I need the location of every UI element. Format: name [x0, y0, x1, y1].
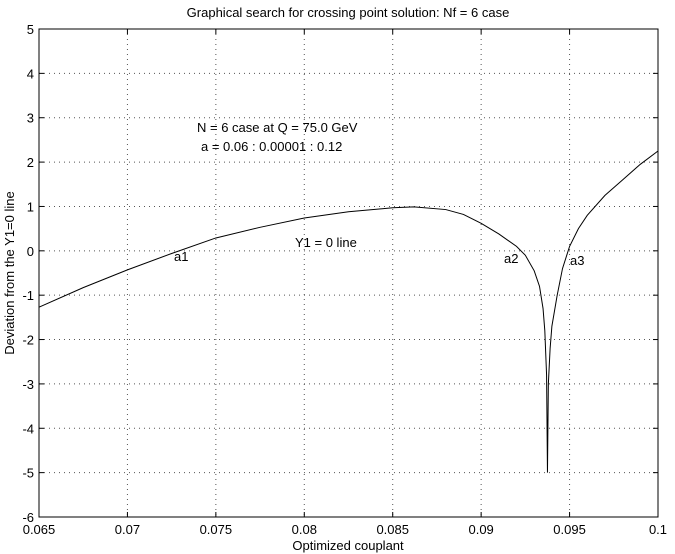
annotation: N = 6 case at Q = 75.0 GeV	[197, 120, 358, 135]
y-tick-label: 1	[27, 199, 34, 214]
y-tick-label: -4	[22, 421, 34, 436]
y-tick-label: 5	[27, 22, 34, 37]
annotation: a = 0.06 : 0.00001 : 0.12	[201, 139, 342, 154]
x-axis-label: Optimized couplant	[292, 538, 404, 553]
x-tick-label: 0.065	[23, 522, 56, 537]
x-tick-label: 0.08	[292, 522, 317, 537]
y-tick-label: -2	[22, 333, 34, 348]
x-tick-label: 0.1	[649, 522, 667, 537]
x-tick-label: 0.07	[115, 522, 140, 537]
data-line	[38, 150, 659, 473]
y-tick-label: -1	[22, 288, 34, 303]
y-tick-label: 0	[27, 244, 34, 259]
annotation: a3	[570, 253, 584, 268]
y-tick-label: 3	[27, 111, 34, 126]
annotation: Y1 = 0 line	[295, 235, 357, 250]
x-tick-label: 0.095	[553, 522, 586, 537]
y-tick-label: 2	[27, 155, 34, 170]
y-tick-label: -5	[22, 466, 34, 481]
x-tick-label: 0.09	[468, 522, 493, 537]
plot-frame	[38, 28, 659, 518]
x-tick-label: 0.075	[200, 522, 233, 537]
annotation: a1	[174, 249, 188, 264]
annotation: a2	[504, 251, 518, 266]
y-tick-label: -6	[22, 510, 34, 525]
y-tick-label: -3	[22, 377, 34, 392]
y-axis-label: Deviation from the Y1=0 line	[2, 191, 17, 354]
chart-title: Graphical search for crossing point solu…	[187, 5, 510, 20]
x-tick-label: 0.085	[376, 522, 409, 537]
y-tick-label: 4	[27, 66, 34, 81]
